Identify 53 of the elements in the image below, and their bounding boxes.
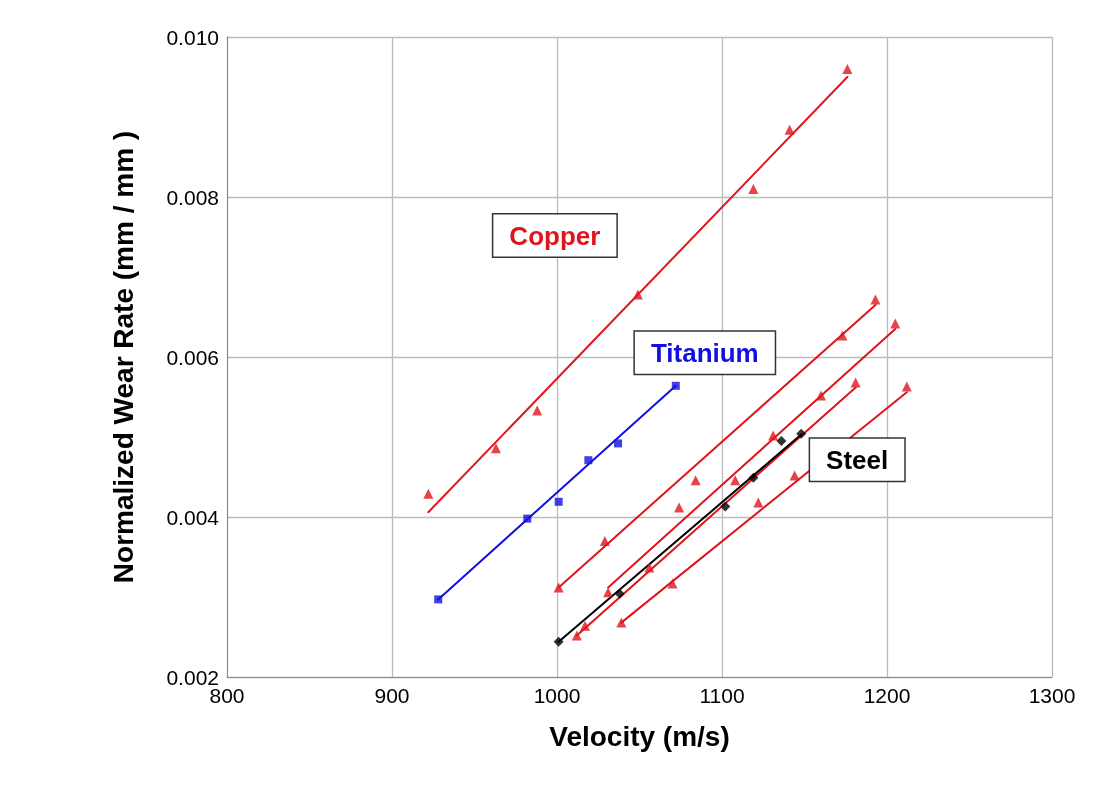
- point: [890, 318, 901, 329]
- point: [599, 536, 610, 546]
- point: [784, 124, 795, 135]
- point: [554, 497, 563, 506]
- point: [816, 390, 826, 401]
- point: [553, 582, 564, 593]
- point: [571, 630, 582, 641]
- point: [434, 595, 443, 604]
- point: [776, 436, 787, 446]
- point: [580, 620, 591, 631]
- point: [632, 289, 643, 300]
- point: [603, 587, 614, 598]
- point: [667, 578, 678, 589]
- y-axis-title: Normalized Wear Rate (mm / mm ): [107, 130, 139, 584]
- point: [753, 497, 764, 508]
- point: [850, 377, 861, 388]
- point: [842, 64, 853, 74]
- point: [671, 381, 680, 390]
- point: [614, 588, 625, 599]
- point: [748, 184, 759, 194]
- point: [423, 488, 434, 499]
- series-label: Steel: [826, 444, 889, 475]
- point: [870, 294, 881, 305]
- text: Copper: [509, 220, 601, 251]
- point: [674, 502, 685, 513]
- point: [690, 475, 701, 486]
- point: [748, 472, 759, 483]
- x-tick-label: 900: [374, 684, 410, 707]
- y-tick-label: 0.004: [166, 505, 220, 529]
- y-tick-label: 0.010: [166, 25, 219, 49]
- point: [837, 330, 848, 341]
- point: [789, 470, 800, 481]
- point: [616, 617, 627, 628]
- point: [768, 430, 779, 441]
- x-tick-label: 1100: [699, 684, 745, 707]
- point: [553, 636, 564, 647]
- x-tick-label: 1300: [1028, 684, 1076, 707]
- point: [720, 501, 731, 512]
- point: [614, 439, 623, 448]
- point: [490, 443, 501, 454]
- y-tick-label: 0.006: [166, 345, 219, 369]
- point: [523, 514, 532, 523]
- point: [584, 456, 593, 465]
- x-axis-title: Velocity (m/s): [549, 720, 730, 752]
- series-label: Titanium: [650, 337, 759, 368]
- y-tick-label: 0.008: [166, 185, 219, 209]
- point: [796, 428, 807, 439]
- point: [532, 405, 543, 416]
- point: [644, 562, 655, 573]
- x-tick-label: 1000: [533, 684, 581, 707]
- point: [730, 475, 741, 486]
- point: [901, 381, 912, 392]
- x-tick-label: 1200: [863, 684, 911, 707]
